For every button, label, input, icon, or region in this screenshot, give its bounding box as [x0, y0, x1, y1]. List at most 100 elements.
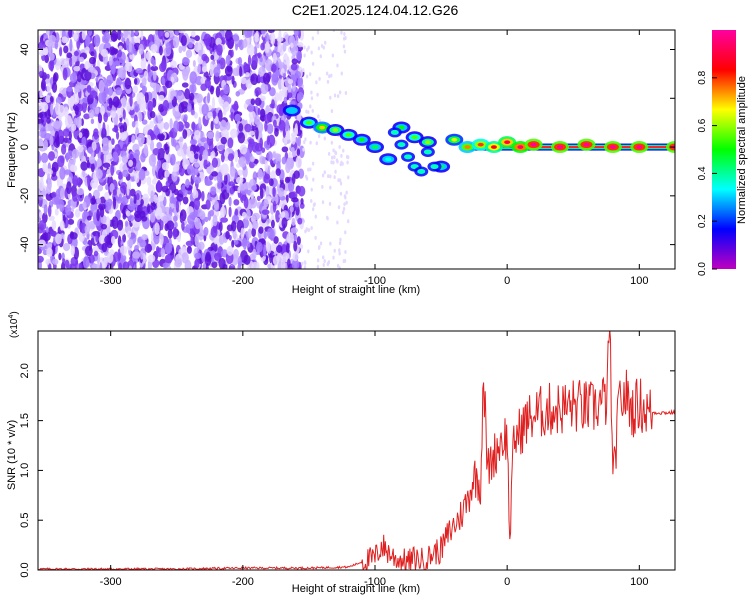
spectrogram-noise-speckle: [321, 184, 324, 189]
spectrogram-noise-speckle: [222, 101, 230, 112]
spectrogram-noise-speckle: [70, 231, 74, 238]
spectrogram-noise-speckle: [228, 265, 235, 269]
spectrogram-noise-speckle: [314, 214, 317, 219]
spectrogram-noise-speckle: [140, 152, 146, 163]
spectrogram-noise-speckle: [190, 109, 196, 116]
spectrogram-noise-speckle: [88, 56, 97, 65]
spectrogram-noise-speckle: [133, 194, 137, 205]
spectrogram-noise-speckle: [229, 186, 235, 195]
spectrogram-noise-speckle: [198, 49, 203, 57]
spectrogram-noise-speckle: [254, 142, 263, 152]
spectrogram-noise-speckle: [234, 208, 239, 216]
spectrogram-noise-speckle: [265, 185, 270, 198]
spectrogram-noise-speckle: [159, 232, 164, 246]
spectrogram-noise-speckle: [39, 211, 43, 219]
spectrogram-noise-speckle: [253, 45, 258, 56]
spectrogram-noise-speckle: [158, 94, 165, 101]
spectrogram-noise-speckle: [260, 82, 269, 95]
spectrogram-noise-speckle: [250, 73, 259, 86]
spectrogram-noise-speckle: [339, 162, 342, 167]
spectrogram-noise-speckle: [105, 79, 112, 87]
spectrogram-noise-speckle: [339, 181, 343, 186]
spectrogram-noise-speckle: [341, 210, 345, 215]
spectrogram-noise-speckle: [113, 251, 119, 263]
spectrogram-noise-speckle: [310, 50, 313, 55]
spectrogram-secondary-blob: [423, 149, 432, 155]
spectrogram-noise-speckle: [132, 221, 140, 228]
spectrogram-noise-speckle: [81, 30, 86, 41]
spectrogram-noise-speckle: [76, 188, 85, 196]
spectrogram-noise-speckle: [239, 144, 248, 155]
spectrogram-noise-speckle: [99, 196, 106, 204]
spectrogram-noise-speckle: [170, 93, 174, 101]
spectrogram-noise-speckle: [78, 132, 83, 139]
spectrogram-noise-speckle: [189, 139, 198, 145]
spectrogram-noise-speckle: [217, 109, 223, 122]
spectrogram-noise-speckle: [234, 113, 241, 122]
snr-x-tick-label: 100: [630, 576, 648, 588]
spectrogram-noise-speckle: [152, 71, 157, 81]
spectrogram-noise-speckle: [97, 112, 103, 124]
spectrogram-noise-speckle: [265, 41, 270, 53]
spectrogram-noise-speckle: [216, 44, 223, 56]
spectrogram-noise-speckle: [343, 202, 346, 207]
colorbar-ticks: 0.0 0.2 0.4 0.6 0.8: [697, 70, 717, 276]
spectrogram-signal-core: [557, 145, 564, 149]
spectrogram-noise-speckle: [282, 129, 286, 138]
spectrogram-noise-speckle: [121, 89, 126, 96]
spectrogram-noise-speckle: [264, 114, 271, 124]
spectrogram-noise-speckle: [283, 136, 288, 146]
spectrogram-noise-speckle: [184, 88, 191, 100]
spectrogram-noise-speckle: [139, 210, 146, 219]
spectrogram-noise-speckle: [72, 32, 79, 41]
spectrogram-noise-speckle: [141, 234, 148, 241]
spectrogram-noise-speckle: [200, 83, 208, 92]
spectrogram-noise-speckle: [295, 155, 303, 169]
spectrogram-noise-speckle: [225, 230, 230, 240]
spectrogram-noise-speckle: [169, 153, 176, 166]
spectrogram-noise-speckle: [109, 46, 116, 56]
spectrogram-noise-speckle: [322, 263, 325, 268]
spectrogram-noise-speckle: [164, 254, 173, 264]
spectrogram-noise-speckle: [189, 230, 194, 238]
spectrogram-noise-speckle: [328, 74, 331, 79]
spectrogram-noise-speckle: [45, 168, 53, 176]
spectrogram-noise-speckle: [323, 40, 327, 45]
spectrogram-noise-speckle: [243, 30, 252, 39]
spectrogram-noise-speckle: [43, 231, 51, 242]
snr-y-label: SNR (10 * v/v): [6, 420, 18, 490]
spectrogram-noise-speckle: [78, 262, 83, 269]
spectrogram-noise-speckle: [174, 105, 179, 112]
spectrogram-noise-speckle: [315, 141, 318, 146]
spectrogram-noise-speckle: [214, 123, 221, 130]
spectrogram-noise-speckle: [232, 229, 237, 240]
spectrogram-noise-speckle: [136, 92, 142, 105]
spectrogram-noise-speckle: [164, 242, 173, 254]
spectrogram-noise-speckle: [53, 194, 62, 205]
spectrogram-noise-speckle: [102, 122, 106, 135]
spectrogram-noise-speckle: [181, 221, 185, 231]
spectrogram-noise-speckle: [119, 125, 125, 134]
spectrogram-noise-speckle: [310, 198, 313, 203]
spectrogram-noise-speckle: [275, 69, 280, 78]
snr-y-tick-label: 0.0: [19, 562, 31, 577]
spectrogram-noise-speckle: [246, 240, 251, 248]
spectrogram-noise-speckle: [164, 169, 170, 178]
spectrogram-noise-speckle: [343, 194, 347, 199]
spectrogram-noise-speckle: [278, 120, 286, 131]
spectrogram-noise-speckle: [164, 223, 169, 232]
spectrogram-noise-speckle: [224, 156, 229, 162]
spectrogram-noise-speckle: [227, 153, 235, 162]
spectrogram-noise-speckle: [266, 123, 274, 135]
spectrogram-noise-speckle: [221, 129, 229, 138]
spectrogram-noise-speckle: [339, 237, 342, 242]
spectrogram-noise-speckle: [163, 143, 169, 151]
spectrogram-noise-speckle: [110, 235, 116, 245]
spectrogram-noise-speckle: [209, 85, 214, 95]
spectrogram-noise-speckle: [174, 109, 182, 121]
spectrogram-noise-speckle: [280, 211, 286, 218]
spectrogram-noise-speckle: [93, 128, 99, 137]
spectrogram-noise-speckle: [157, 30, 165, 40]
spectrogram-noise-speckle: [135, 192, 140, 201]
spectrogram-y-tick-label: 20: [19, 92, 31, 104]
